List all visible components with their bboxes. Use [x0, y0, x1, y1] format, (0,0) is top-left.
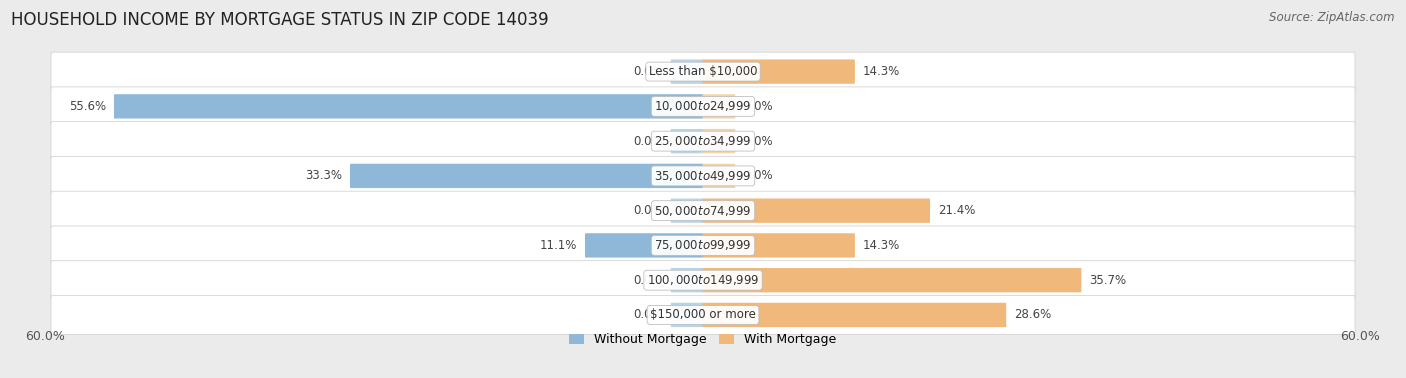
Text: $25,000 to $34,999: $25,000 to $34,999 — [654, 134, 752, 148]
FancyBboxPatch shape — [703, 59, 855, 84]
FancyBboxPatch shape — [671, 303, 703, 327]
Text: 0.0%: 0.0% — [633, 204, 662, 217]
Text: 0.0%: 0.0% — [633, 65, 662, 78]
FancyBboxPatch shape — [703, 198, 929, 223]
Text: 0.0%: 0.0% — [744, 135, 773, 148]
FancyBboxPatch shape — [585, 233, 703, 257]
Text: 0.0%: 0.0% — [633, 135, 662, 148]
Text: 60.0%: 60.0% — [1340, 330, 1381, 343]
Legend: Without Mortgage, With Mortgage: Without Mortgage, With Mortgage — [564, 328, 842, 352]
FancyBboxPatch shape — [703, 129, 735, 153]
Text: HOUSEHOLD INCOME BY MORTGAGE STATUS IN ZIP CODE 14039: HOUSEHOLD INCOME BY MORTGAGE STATUS IN Z… — [11, 11, 548, 29]
Text: 0.0%: 0.0% — [744, 100, 773, 113]
Text: 0.0%: 0.0% — [744, 169, 773, 183]
FancyBboxPatch shape — [51, 156, 1355, 195]
FancyBboxPatch shape — [114, 94, 703, 119]
Text: Less than $10,000: Less than $10,000 — [648, 65, 758, 78]
Text: 33.3%: 33.3% — [305, 169, 342, 183]
Text: $100,000 to $149,999: $100,000 to $149,999 — [647, 273, 759, 287]
Text: $50,000 to $74,999: $50,000 to $74,999 — [654, 204, 752, 218]
FancyBboxPatch shape — [703, 233, 855, 257]
Text: Source: ZipAtlas.com: Source: ZipAtlas.com — [1270, 11, 1395, 24]
Text: $150,000 or more: $150,000 or more — [650, 308, 756, 321]
Text: 14.3%: 14.3% — [863, 65, 900, 78]
FancyBboxPatch shape — [51, 52, 1355, 91]
Text: 35.7%: 35.7% — [1090, 274, 1126, 287]
FancyBboxPatch shape — [671, 268, 703, 292]
Text: 55.6%: 55.6% — [69, 100, 105, 113]
Text: $75,000 to $99,999: $75,000 to $99,999 — [654, 239, 752, 253]
FancyBboxPatch shape — [51, 296, 1355, 335]
FancyBboxPatch shape — [703, 268, 1081, 292]
Text: 28.6%: 28.6% — [1014, 308, 1052, 321]
Text: 21.4%: 21.4% — [938, 204, 976, 217]
FancyBboxPatch shape — [703, 94, 735, 119]
FancyBboxPatch shape — [671, 59, 703, 84]
FancyBboxPatch shape — [51, 226, 1355, 265]
Text: 0.0%: 0.0% — [633, 274, 662, 287]
Text: $35,000 to $49,999: $35,000 to $49,999 — [654, 169, 752, 183]
FancyBboxPatch shape — [51, 87, 1355, 126]
Text: 14.3%: 14.3% — [863, 239, 900, 252]
Text: $10,000 to $24,999: $10,000 to $24,999 — [654, 99, 752, 113]
FancyBboxPatch shape — [703, 164, 735, 188]
FancyBboxPatch shape — [703, 303, 1007, 327]
FancyBboxPatch shape — [671, 129, 703, 153]
Text: 60.0%: 60.0% — [25, 330, 66, 343]
FancyBboxPatch shape — [51, 261, 1355, 300]
FancyBboxPatch shape — [671, 198, 703, 223]
Text: 11.1%: 11.1% — [540, 239, 576, 252]
FancyBboxPatch shape — [51, 191, 1355, 230]
FancyBboxPatch shape — [350, 164, 703, 188]
FancyBboxPatch shape — [51, 122, 1355, 161]
Text: 0.0%: 0.0% — [633, 308, 662, 321]
